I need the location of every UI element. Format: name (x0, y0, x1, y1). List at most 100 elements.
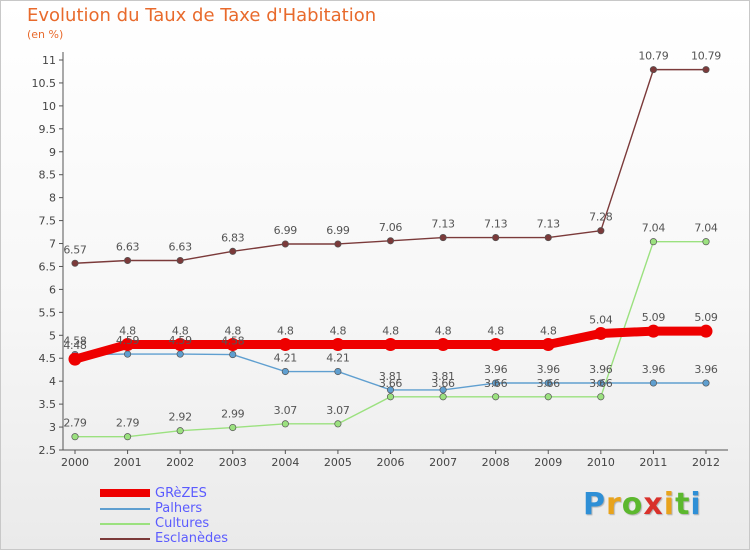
logo-letter: r (606, 487, 622, 522)
series-line (74, 68, 707, 264)
y-tick-label: 4 (49, 375, 56, 388)
data-point (281, 240, 289, 248)
data-point (281, 367, 289, 376)
data-label: 3.07 (274, 404, 298, 417)
data-label: 7.13 (537, 218, 561, 231)
x-tick-label: 2004 (271, 456, 299, 469)
data-label: 4.8 (172, 324, 189, 337)
x-tick-label: 2006 (377, 456, 405, 469)
x-tick-label: 2008 (482, 456, 510, 469)
y-tick-label: 10 (42, 100, 56, 113)
logo-letter: i (690, 487, 702, 522)
data-label: 4.8 (540, 324, 557, 337)
data-label: 4.58 (63, 335, 87, 348)
y-tick-label: 8.5 (39, 169, 57, 182)
x-tick-label: 2009 (534, 456, 562, 469)
data-point (489, 337, 503, 351)
x-tick-label: 2011 (639, 456, 667, 469)
logo-letter: t (675, 487, 691, 522)
data-label: 2.92 (169, 411, 192, 424)
data-label: 2.99 (221, 408, 245, 421)
data-label: 4.58 (221, 335, 245, 348)
data-point (649, 379, 657, 387)
data-label: 6.99 (274, 224, 298, 237)
legend-swatch (100, 508, 150, 510)
data-point (544, 379, 552, 387)
legend-swatch (100, 489, 150, 497)
data-label: 4.59 (169, 334, 193, 347)
chart-title: Evolution du Taux de Taxe d'Habitation (27, 5, 377, 26)
logo-letter: i (663, 487, 676, 522)
data-point (176, 256, 184, 265)
data-point (649, 238, 657, 246)
data-label: 6.57 (63, 243, 87, 256)
data-label: 4.48 (63, 339, 87, 352)
data-point (173, 337, 187, 351)
data-point (649, 66, 657, 74)
data-label: 4.8 (382, 324, 399, 337)
data-point (229, 351, 237, 359)
data-point (492, 379, 500, 387)
y-tick-label: 5.5 (39, 306, 57, 319)
y-tick-label: 9 (49, 146, 56, 159)
y-tick-label: 5 (49, 329, 56, 342)
data-label: 6.63 (169, 241, 193, 254)
data-point (331, 337, 345, 351)
data-label: 3.66 (589, 377, 613, 390)
data-point (384, 337, 397, 351)
y-tick-label: 3.5 (39, 398, 57, 411)
data-label: 3.66 (431, 377, 455, 390)
data-point (597, 227, 605, 235)
data-point (702, 238, 710, 246)
legend-swatch (100, 538, 150, 540)
data-label: 2.79 (116, 417, 140, 430)
data-point (334, 240, 342, 248)
data-point (594, 326, 608, 340)
y-tick-label: 3 (49, 421, 56, 434)
logo-letter: o (621, 487, 644, 522)
data-point (597, 393, 605, 401)
data-point (492, 393, 500, 401)
data-label: 6.63 (116, 241, 140, 254)
data-point (278, 337, 292, 351)
data-point (544, 393, 552, 401)
legend: GRèZES Palhers Cultures Esclanèdes (100, 486, 300, 546)
x-tick-label: 2012 (692, 456, 720, 469)
legend-label: GRèZES (155, 486, 207, 501)
logo-letter: x (643, 487, 664, 522)
data-point (71, 259, 79, 267)
data-label: 5.09 (642, 311, 666, 324)
x-tick-label: 2007 (429, 456, 457, 469)
data-label: 3.96 (694, 363, 718, 376)
y-tick-label: 6 (49, 283, 56, 296)
data-label: 4.21 (326, 352, 349, 365)
data-point (646, 324, 660, 338)
data-point (597, 379, 605, 387)
data-label: 4.8 (487, 324, 504, 337)
legend-item-palhers: Palhers (100, 501, 300, 516)
data-label: 7.13 (431, 218, 455, 231)
data-point (439, 386, 447, 394)
legend-item-grezes: GRèZES (100, 486, 300, 501)
legend-label: Cultures (155, 516, 210, 531)
data-label: 7.04 (694, 222, 718, 235)
data-point (68, 352, 82, 366)
legend-label: Esclanèdes (155, 531, 228, 546)
data-label: 6.99 (326, 224, 350, 237)
x-tick-label: 2010 (587, 456, 615, 469)
data-point (439, 234, 447, 242)
data-point (439, 393, 447, 401)
data-point (124, 256, 132, 265)
data-label: 10.79 (691, 50, 721, 63)
data-label: 4.21 (274, 352, 297, 365)
x-tick-label: 2002 (166, 456, 194, 469)
data-point (176, 427, 184, 435)
y-tick-label: 6.5 (39, 260, 57, 273)
y-tick-label: 4.5 (39, 352, 57, 365)
data-point (386, 237, 395, 245)
data-point (699, 324, 713, 338)
y-tick-label: 10.5 (32, 77, 57, 90)
data-label: 6.83 (221, 231, 245, 244)
